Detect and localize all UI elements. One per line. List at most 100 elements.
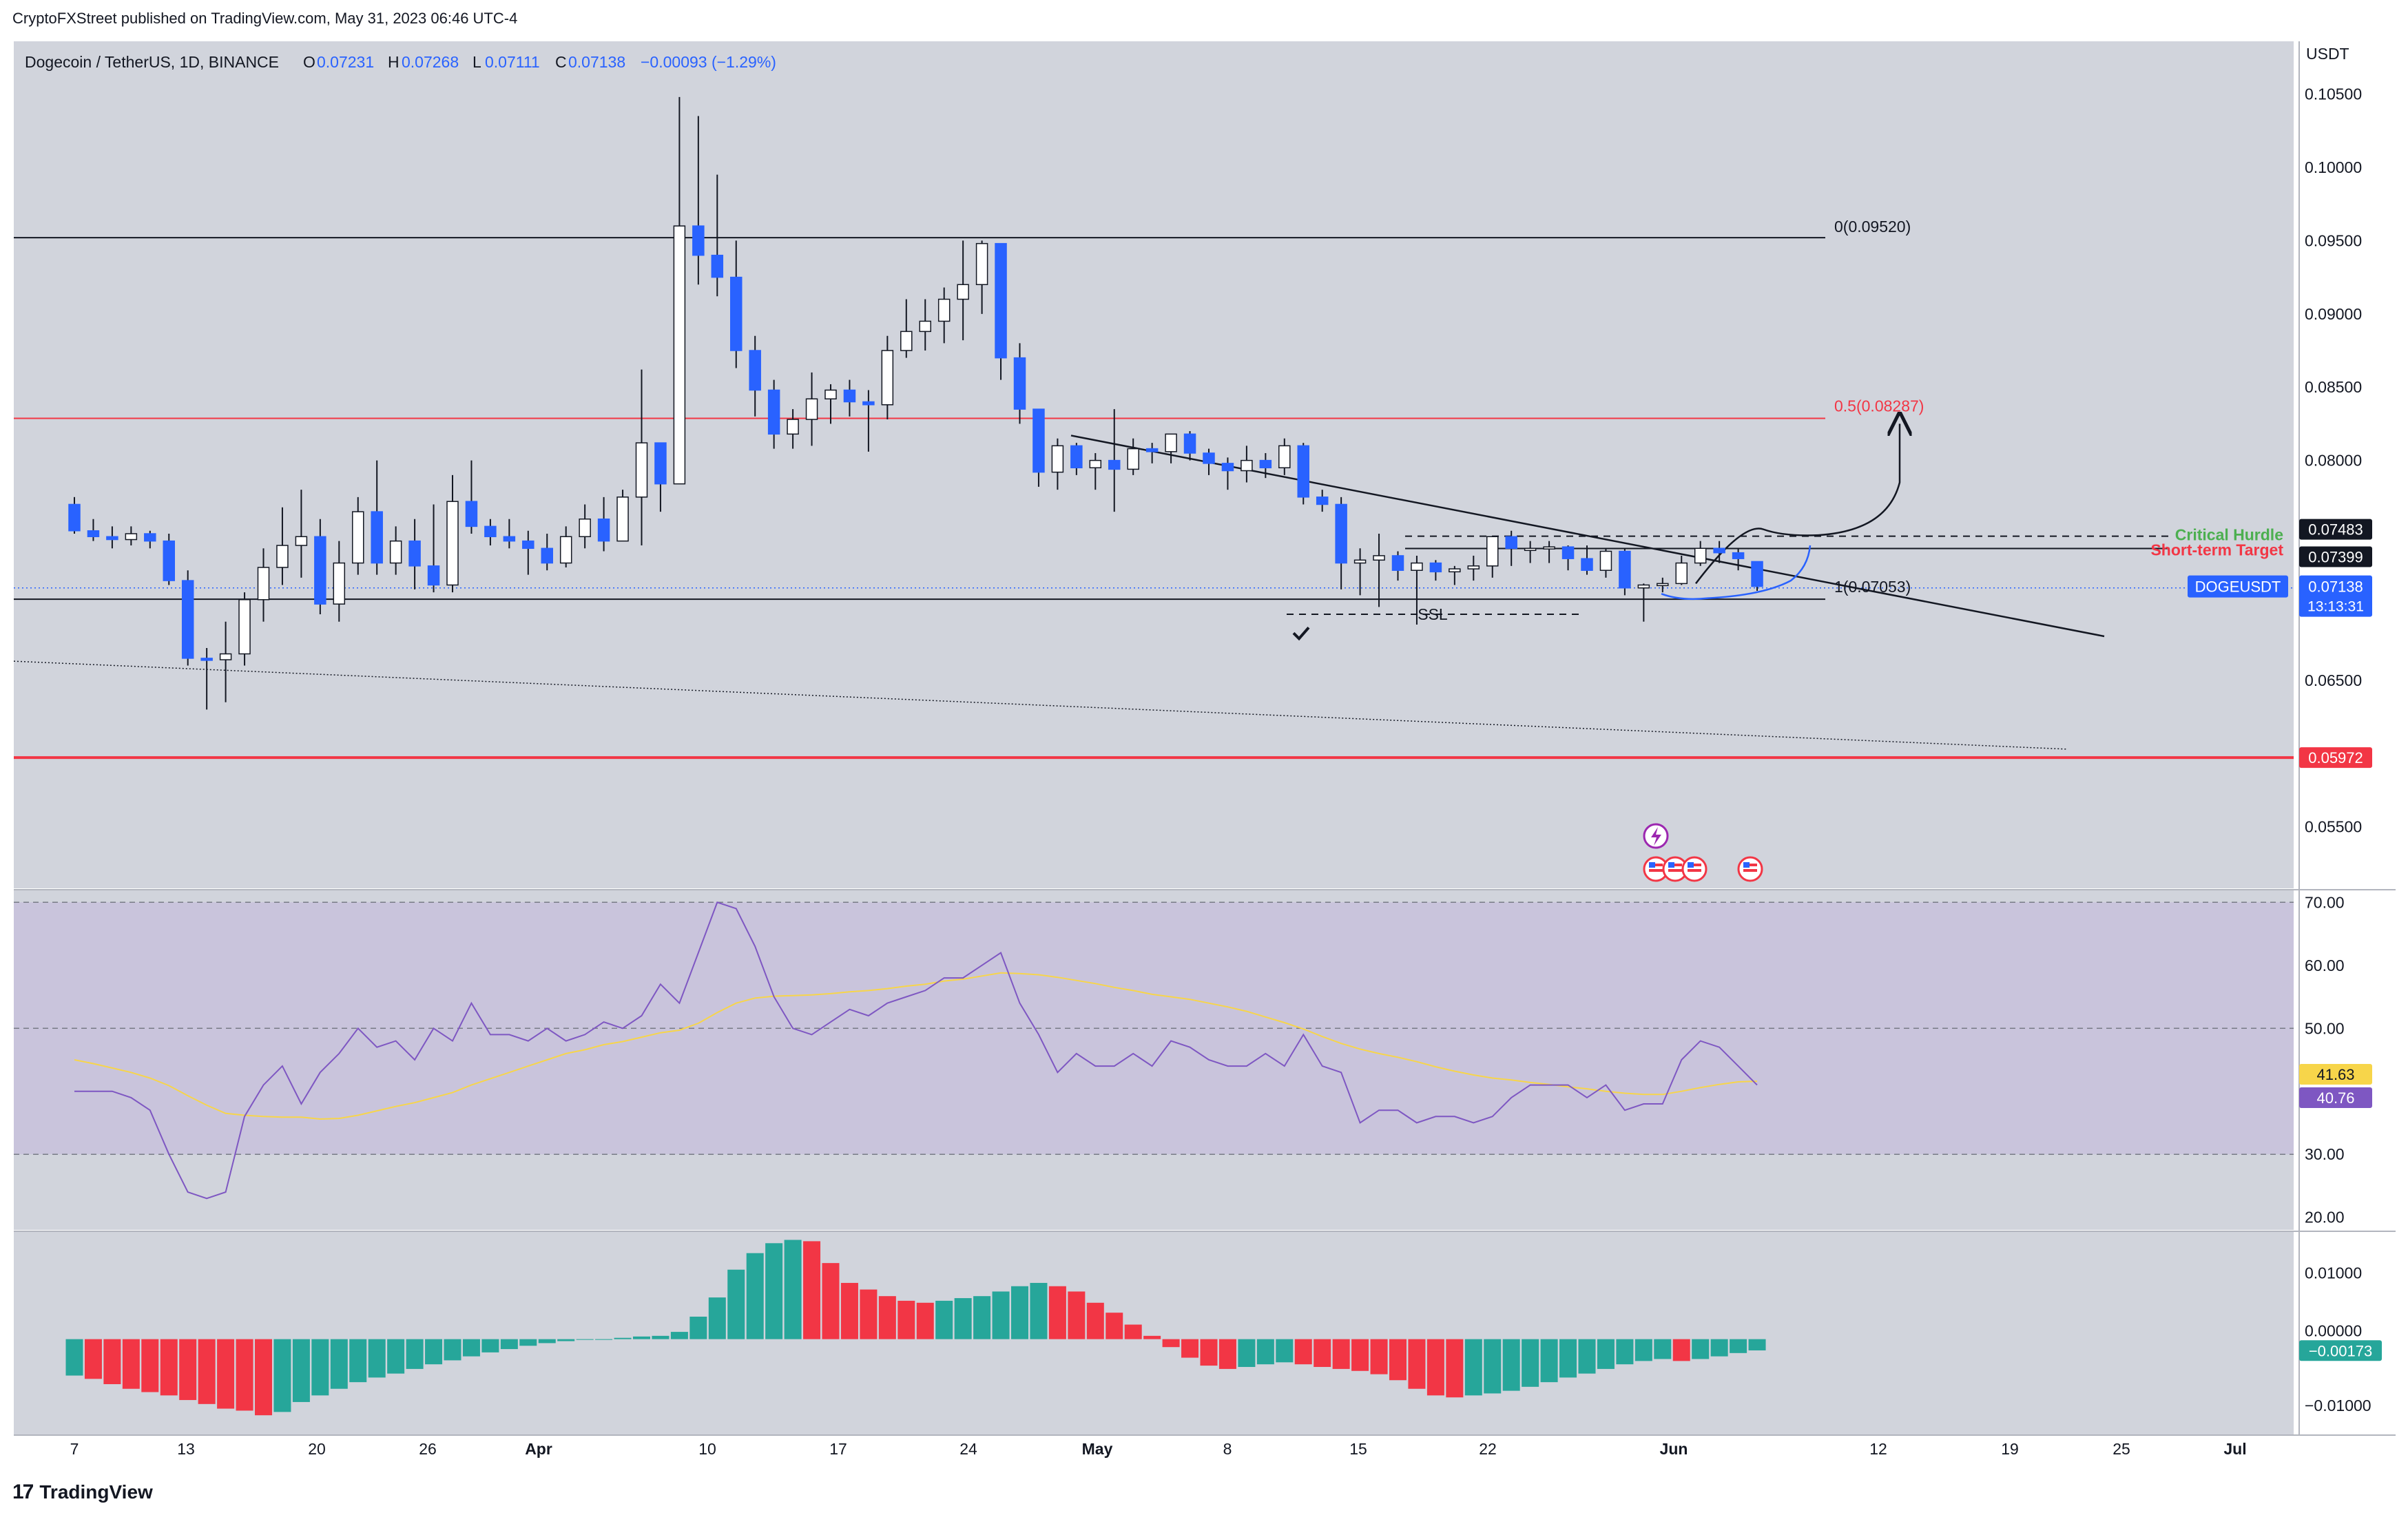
candle-body[interactable] — [900, 331, 913, 351]
candle-body[interactable] — [1449, 568, 1461, 573]
candle-body[interactable] — [314, 536, 326, 605]
candle-body[interactable] — [1505, 536, 1517, 550]
macd-hist-bar[interactable] — [160, 1339, 178, 1396]
macd-hist-bar[interactable] — [916, 1302, 934, 1339]
candle-body[interactable] — [541, 547, 553, 564]
candle-body[interactable] — [427, 565, 440, 586]
macd-hist-bar[interactable] — [1672, 1339, 1690, 1361]
candle-body[interactable] — [1070, 445, 1083, 469]
macd-hist-bar[interactable] — [538, 1339, 556, 1344]
macd-hist-bar[interactable] — [1748, 1339, 1766, 1350]
macd-hist-bar[interactable] — [1011, 1286, 1028, 1339]
macd-hist-bar[interactable] — [1634, 1339, 1652, 1361]
macd-hist-bar[interactable] — [652, 1335, 670, 1339]
macd-pane[interactable] — [65, 1240, 1766, 1416]
macd-hist-bar[interactable] — [1030, 1282, 1048, 1339]
candle-body[interactable] — [1713, 547, 1725, 554]
candles[interactable] — [68, 96, 1763, 710]
axes[interactable]: 7 13 20 26 Apr 10 17 24 May 8 15 22 Jun 12 19 25 Jul 0.10… — [70, 85, 2382, 1458]
macd-hist-bar[interactable] — [897, 1300, 915, 1339]
macd-hist-bar[interactable] — [1446, 1339, 1464, 1398]
candle-body[interactable] — [1486, 536, 1499, 567]
macd-hist-bar[interactable] — [349, 1339, 367, 1383]
candle-body[interactable] — [1751, 561, 1763, 587]
candle-body[interactable] — [957, 284, 969, 300]
candle-body[interactable] — [1543, 546, 1555, 550]
macd-hist-bar[interactable] — [784, 1240, 802, 1339]
candle-body[interactable] — [465, 501, 478, 527]
candle-body[interactable] — [484, 525, 497, 538]
macd-hist-bar[interactable] — [822, 1263, 840, 1339]
candle-body[interactable] — [1561, 546, 1575, 559]
macd-hist-bar[interactable] — [179, 1339, 197, 1401]
candle-body[interactable] — [1183, 433, 1196, 454]
macd-hist-bar[interactable] — [1370, 1339, 1388, 1375]
macd-hist-bar[interactable] — [1578, 1339, 1596, 1374]
price-tag[interactable] — [2299, 747, 2372, 769]
symbol-tag[interactable] — [2188, 575, 2288, 598]
candle-body[interactable] — [843, 389, 856, 403]
macd-hist-bar[interactable] — [1181, 1339, 1199, 1358]
macd-hist-bar[interactable] — [1730, 1339, 1747, 1353]
macd-hist-bar[interactable] — [368, 1339, 386, 1378]
candle-body[interactable] — [68, 503, 81, 532]
candle-body[interactable] — [1335, 503, 1347, 564]
candle-body[interactable] — [767, 389, 780, 435]
candle-body[interactable] — [597, 518, 610, 542]
candle-body[interactable] — [862, 401, 875, 406]
candle-body[interactable] — [106, 536, 118, 541]
candle-body[interactable] — [1353, 559, 1367, 564]
macd-hist-bar[interactable] — [198, 1339, 216, 1404]
macd-hist-bar[interactable] — [840, 1282, 858, 1339]
candle-body[interactable] — [1259, 459, 1272, 469]
macd-hist-bar[interactable] — [292, 1339, 310, 1402]
candle-body[interactable] — [1391, 555, 1404, 571]
drawings[interactable] — [13, 237, 2294, 760]
candle-body[interactable] — [408, 540, 421, 567]
tradingview-footer[interactable]: 17 TradingView — [12, 1481, 153, 1504]
macd-hist-bar[interactable] — [954, 1298, 972, 1339]
candle-body[interactable] — [579, 518, 591, 538]
candle-body[interactable] — [1411, 562, 1423, 571]
macd-hist-bar[interactable] — [1351, 1339, 1369, 1371]
candle-body[interactable] — [1675, 562, 1688, 585]
macd-hist-bar[interactable] — [557, 1339, 575, 1341]
candle-body[interactable] — [238, 599, 251, 655]
candle-body[interactable] — [389, 540, 402, 564]
candle-body[interactable] — [749, 350, 761, 391]
macd-hist-bar[interactable] — [425, 1339, 443, 1365]
candle-body[interactable] — [692, 225, 705, 256]
candle-body[interactable] — [1108, 459, 1121, 470]
candle-body[interactable] — [1599, 550, 1612, 571]
candle-body[interactable] — [1657, 583, 1669, 587]
macd-hist-bar[interactable] — [1654, 1339, 1672, 1359]
macd-hist-bar[interactable] — [803, 1241, 821, 1339]
candle-body[interactable] — [616, 497, 629, 542]
macd-hist-bar[interactable] — [1597, 1339, 1615, 1369]
candle-body[interactable] — [181, 580, 194, 659]
candle-body[interactable] — [522, 540, 534, 550]
candle-body[interactable] — [975, 242, 988, 286]
macd-hist-bar[interactable] — [255, 1339, 272, 1416]
candle-body[interactable] — [276, 545, 289, 568]
macd-hist-bar[interactable] — [273, 1339, 291, 1412]
macd-hist-bar[interactable] — [1218, 1339, 1236, 1369]
candle-body[interactable] — [919, 320, 931, 333]
macd-hist-bar[interactable] — [860, 1289, 878, 1339]
candle-body[interactable] — [87, 530, 100, 538]
candle-body[interactable] — [219, 653, 232, 660]
macd-hist-bar[interactable] — [992, 1291, 1010, 1339]
candle-body[interactable] — [881, 350, 894, 406]
candle-body[interactable] — [995, 242, 1007, 359]
candle-body[interactable] — [144, 533, 156, 542]
macd-hist-bar[interactable] — [1559, 1339, 1577, 1378]
macd-hist-bar[interactable] — [1294, 1339, 1312, 1365]
candle-body[interactable] — [1165, 433, 1177, 452]
candle-body[interactable] — [654, 442, 667, 485]
candle-body[interactable] — [503, 536, 516, 542]
macd-hist-bar[interactable] — [1162, 1339, 1180, 1348]
candle-body[interactable] — [295, 536, 308, 546]
macd-hist-bar[interactable] — [1200, 1339, 1218, 1366]
macd-hist-bar[interactable] — [1522, 1339, 1539, 1387]
candle-body[interactable] — [1373, 555, 1385, 561]
